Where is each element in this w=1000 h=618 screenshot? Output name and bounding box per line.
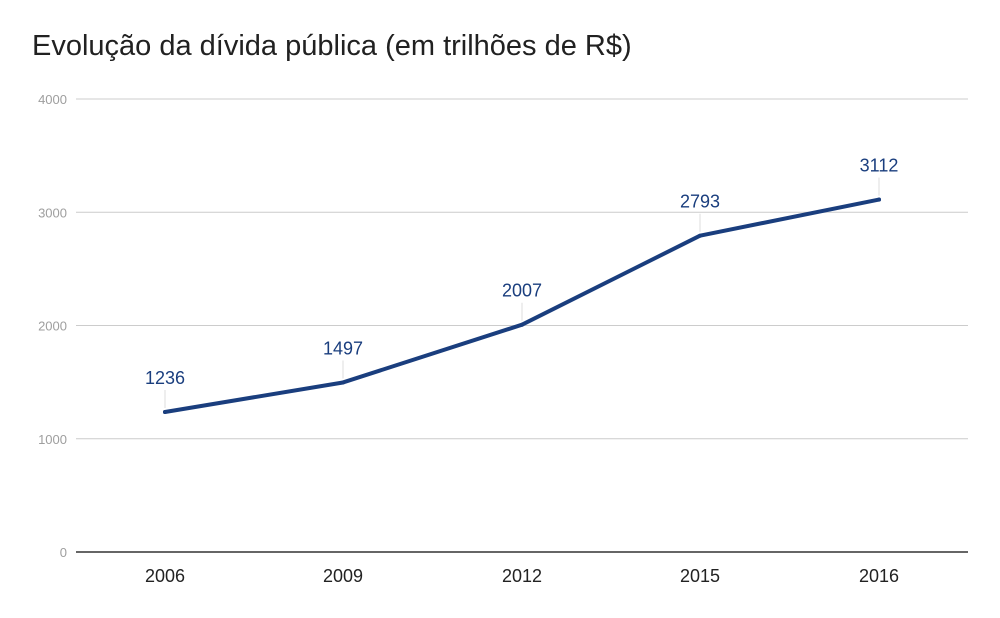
data-label: 2007 (502, 281, 542, 301)
y-tick-label: 2000 (38, 319, 67, 334)
x-tick-label: 2012 (502, 566, 542, 586)
data-point (163, 410, 167, 415)
series-layer (163, 197, 881, 415)
x-tick-label: 2006 (145, 566, 185, 586)
x-tick-label: 2009 (323, 566, 363, 586)
data-labels: 1236 1497 2007 2793 3112 (145, 156, 898, 388)
data-label: 3112 (860, 156, 899, 176)
data-point (520, 322, 524, 327)
label-leaders (164, 177, 880, 409)
y-tick-label: 3000 (38, 205, 67, 220)
data-point (877, 197, 881, 202)
data-label: 1497 (323, 338, 363, 358)
y-tick-label: 0 (60, 545, 67, 560)
data-point (698, 233, 702, 238)
y-tick-label: 4000 (38, 92, 67, 107)
chart-title: Evolução da dívida pública (em trilhões … (32, 30, 632, 62)
x-tick-label: 2015 (680, 566, 720, 586)
x-axis-ticks: 2006 2009 2012 2015 2016 (145, 566, 899, 586)
data-label: 1236 (145, 368, 185, 388)
x-tick-label: 2016 (859, 566, 899, 586)
data-label: 2793 (680, 192, 720, 212)
y-tick-label: 1000 (38, 432, 67, 447)
data-point (341, 380, 345, 385)
y-axis-ticks: 0 1000 2000 3000 4000 (38, 92, 67, 560)
